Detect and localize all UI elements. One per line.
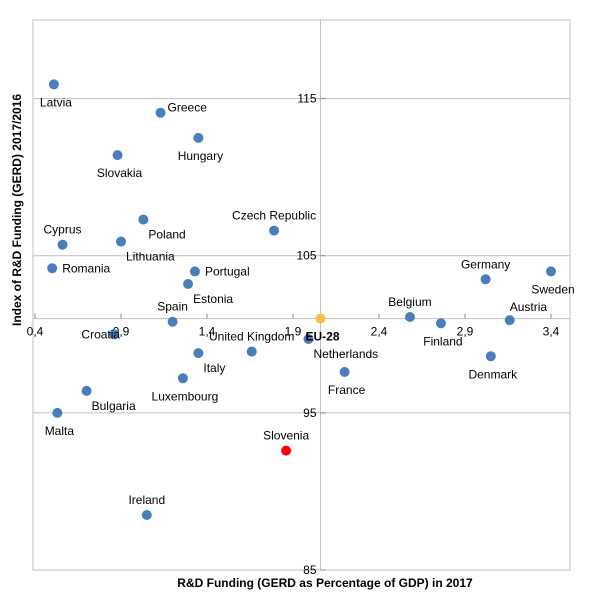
label-netherlands: Netherlands: [313, 347, 378, 361]
y-axis-title: Index of R&D Funding (GERD) 2017/2016: [10, 94, 24, 326]
data-points: [47, 79, 556, 520]
label-estonia: Estonia: [193, 292, 233, 306]
point-croatia: [109, 329, 120, 340]
point-slovenia: [281, 445, 292, 456]
point-poland: [138, 214, 149, 225]
label-finland: Finland: [423, 334, 462, 348]
point-france: [339, 367, 350, 377]
x-tick-label: 2,4: [371, 325, 388, 339]
label-lithuania: Lithuania: [126, 250, 175, 264]
point-united-kingdom: [246, 346, 257, 357]
x-tick-label: 0,4: [27, 325, 44, 339]
label-eu-28: EU-28: [306, 330, 340, 344]
label-czech-republic: Czech Republic: [232, 209, 316, 223]
point-ireland: [141, 510, 152, 520]
label-latvia: Latvia: [40, 95, 72, 109]
y-tick-label: 85: [303, 563, 317, 577]
point-austria: [504, 315, 515, 326]
point-estonia: [183, 279, 194, 289]
gridlines: [33, 98, 570, 414]
label-portugal: Portugal: [205, 264, 250, 278]
crosshair-lines: [33, 20, 570, 570]
label-slovenia: Slovenia: [263, 429, 309, 443]
point-bulgaria: [81, 385, 92, 396]
point-hungary: [193, 132, 204, 143]
y-tick-label: 105: [296, 249, 316, 263]
point-sweden: [546, 266, 556, 277]
point-belgium: [404, 312, 415, 322]
point-italy: [193, 348, 204, 359]
point-finland: [435, 318, 446, 329]
label-greece: Greece: [168, 101, 208, 115]
point-greece: [155, 107, 166, 118]
label-slovakia: Slovakia: [97, 166, 143, 180]
point-latvia: [48, 79, 59, 90]
label-cyprus: Cyprus: [44, 223, 82, 237]
label-poland: Poland: [148, 228, 185, 242]
point-germany: [480, 274, 491, 285]
label-hungary: Hungary: [178, 149, 223, 163]
point-romania: [47, 263, 58, 274]
label-denmark: Denmark: [468, 367, 518, 381]
label-france: France: [328, 383, 366, 397]
label-germany: Germany: [461, 257, 510, 271]
point-netherlands: [303, 334, 314, 344]
plot-border: [32, 19, 571, 571]
x-tick-label: 1,4: [199, 325, 216, 339]
label-united-kingdom: United Kingdom: [209, 330, 294, 344]
point-spain: [167, 316, 178, 327]
x-tick-label: 2,9: [457, 325, 474, 339]
label-austria: Austria: [510, 300, 548, 314]
plot-frame: [32, 19, 571, 571]
label-spain: Spain: [157, 300, 188, 314]
label-luxembourg: Luxembourg: [152, 389, 219, 403]
label-sweden: Sweden: [531, 282, 574, 296]
point-luxembourg: [177, 373, 188, 384]
point-czech-republic: [269, 225, 280, 236]
label-belgium: Belgium: [388, 295, 431, 309]
label-bulgaria: Bulgaria: [92, 399, 136, 413]
point-cyprus: [57, 239, 68, 250]
y-axis-ticks: 85 95 105 115: [296, 92, 326, 577]
label-italy: Italy: [203, 361, 225, 375]
point-eu-28: [315, 313, 326, 324]
point-labels: Latvia Greece Hungary Slovakia Poland Cyprus L…: [40, 95, 575, 507]
label-ireland: Ireland: [128, 493, 165, 507]
label-romania: Romania: [62, 261, 110, 275]
x-tick-label: 1,9: [285, 325, 302, 339]
point-portugal: [189, 266, 200, 277]
x-tick-label: 3,4: [543, 325, 560, 339]
x-axis-title: R&D Funding (GERD as Percentage of GDP) …: [177, 576, 473, 590]
label-malta: Malta: [45, 424, 75, 438]
label-croatia: Croatia: [81, 327, 120, 341]
point-lithuania: [116, 236, 126, 247]
point-malta: [52, 407, 63, 418]
y-tick-label: 95: [303, 406, 317, 420]
point-slovakia: [112, 150, 123, 161]
point-denmark: [485, 351, 496, 362]
y-tick-label: 115: [297, 92, 316, 106]
